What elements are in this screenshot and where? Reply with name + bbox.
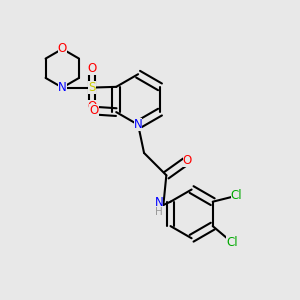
Text: O: O <box>182 154 192 167</box>
Text: O: O <box>87 100 97 113</box>
Text: H: H <box>155 207 163 217</box>
Text: N: N <box>134 118 142 131</box>
Text: O: O <box>87 62 97 75</box>
Text: S: S <box>88 81 96 94</box>
Text: O: O <box>89 104 99 117</box>
Text: Cl: Cl <box>231 189 242 202</box>
Text: N: N <box>58 81 67 94</box>
Text: N: N <box>154 196 163 209</box>
Text: Cl: Cl <box>226 236 238 249</box>
Text: O: O <box>58 42 67 56</box>
